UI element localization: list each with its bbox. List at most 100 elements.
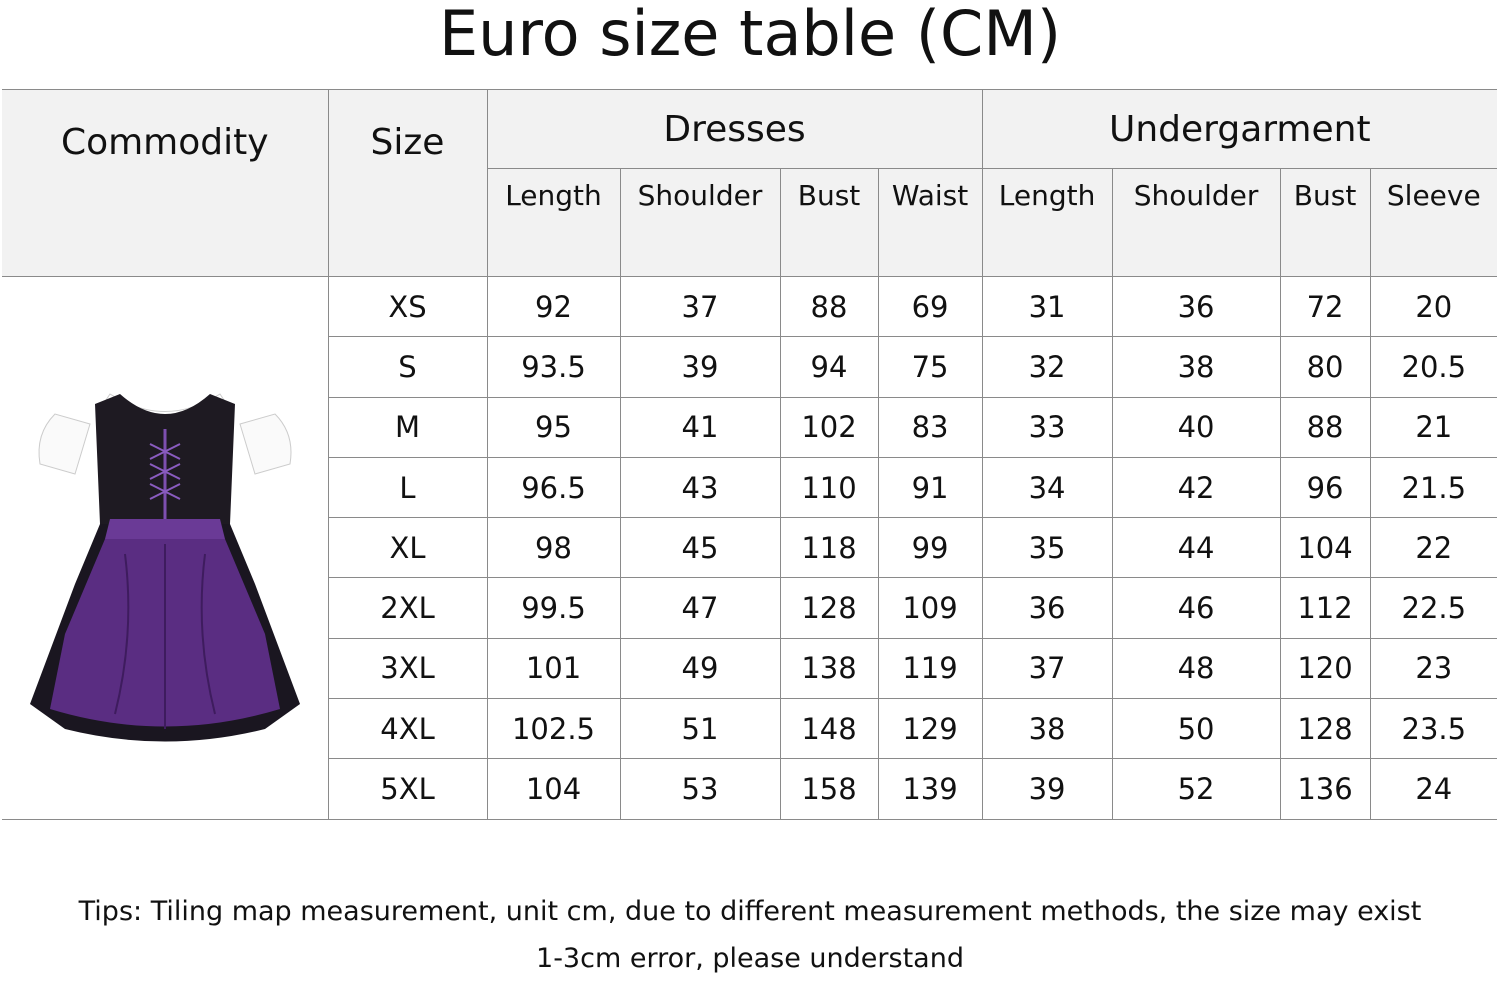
value-cell: 53 <box>619 758 781 820</box>
table-row: 2XL 99.5 47 128 109 36 46 112 22.5 <box>2 577 1498 639</box>
value-cell: 104 <box>1279 517 1371 579</box>
value-cell: 44 <box>1111 517 1281 579</box>
value-cell: 21 <box>1369 396 1498 458</box>
header-under-sleeve: Sleeve <box>1369 168 1498 277</box>
value-cell: 24 <box>1369 758 1498 820</box>
size-cell: 5XL <box>328 758 488 820</box>
header-under-shoulder: Shoulder <box>1111 168 1281 277</box>
page-title: Euro size table (CM) <box>438 0 1062 70</box>
size-cell: M <box>328 396 488 458</box>
value-cell: 51 <box>619 698 781 760</box>
value-cell: 104 <box>486 758 621 820</box>
value-cell: 102 <box>779 396 879 458</box>
value-cell: 42 <box>1111 456 1281 519</box>
value-cell: 41 <box>619 396 781 458</box>
value-cell: 93.5 <box>486 336 621 398</box>
header-dress-length: Length <box>487 168 621 277</box>
table-row: L 96.5 43 110 91 34 42 96 21.5 <box>2 456 1498 519</box>
size-cell: XS <box>327 275 488 338</box>
value-cell: 20.5 <box>1369 336 1498 398</box>
value-cell: 40 <box>1111 396 1281 458</box>
header-size: Size <box>327 89 488 277</box>
value-cell: 52 <box>1111 758 1281 820</box>
value-cell: 38 <box>981 698 1113 760</box>
value-cell: 45 <box>619 517 781 579</box>
size-cell: 3XL <box>328 637 488 700</box>
value-cell: 20 <box>1369 275 1498 338</box>
value-cell: 91 <box>877 456 983 519</box>
value-cell: 38 <box>1111 336 1281 398</box>
value-cell: 128 <box>779 577 879 639</box>
value-cell: 34 <box>981 456 1113 519</box>
value-cell: 92 <box>486 275 621 338</box>
tips-line-2: 1-3cm error, please understand <box>536 943 964 974</box>
table-row: 4XL 102.5 51 148 129 38 50 128 23.5 <box>2 698 1498 760</box>
value-cell: 21.5 <box>1369 456 1498 519</box>
value-cell: 75 <box>877 336 983 398</box>
header-under-bust: Bust <box>1279 168 1371 277</box>
header-dresses: Dresses <box>486 89 983 169</box>
value-cell: 110 <box>779 456 879 519</box>
value-cell: 36 <box>981 577 1113 639</box>
value-cell: 139 <box>877 758 983 820</box>
value-cell: 109 <box>877 577 983 639</box>
value-cell: 50 <box>1111 698 1281 760</box>
value-cell: 99.5 <box>486 577 621 639</box>
header-dress-bust: Bust <box>779 168 879 277</box>
header-undergarment: Undergarment <box>981 89 1498 169</box>
value-cell: 138 <box>779 637 879 700</box>
value-cell: 128 <box>1279 698 1371 760</box>
value-cell: 69 <box>877 275 983 338</box>
table-row: S 93.5 39 94 75 32 38 80 20.5 <box>2 336 1498 398</box>
value-cell: 102.5 <box>486 698 621 760</box>
size-cell: L <box>328 456 488 519</box>
value-cell: 31 <box>981 275 1113 338</box>
value-cell: 37 <box>981 637 1113 700</box>
value-cell: 49 <box>619 637 781 700</box>
value-cell: 94 <box>779 336 879 398</box>
value-cell: 72 <box>1279 275 1371 338</box>
value-cell: 33 <box>981 396 1113 458</box>
value-cell: 148 <box>779 698 879 760</box>
size-cell: XL <box>328 517 488 579</box>
table-row: M 95 41 102 83 33 40 88 21 <box>2 396 1498 458</box>
header-under-length: Length <box>981 168 1113 277</box>
header-dress-waist: Waist <box>877 168 983 277</box>
table-row: XL 98 45 118 99 35 44 104 22 <box>2 517 1498 579</box>
value-cell: 96.5 <box>486 456 621 519</box>
tips-note: Tips: Tiling map measurement, unit cm, d… <box>0 888 1500 982</box>
size-table: Commodity Size Dresses Undergarment Leng… <box>2 89 1498 820</box>
tips-line-1: Tips: Tiling map measurement, unit cm, d… <box>78 896 1422 927</box>
value-cell: 47 <box>619 577 781 639</box>
value-cell: 99 <box>877 517 983 579</box>
value-cell: 83 <box>877 396 983 458</box>
value-cell: 98 <box>486 517 621 579</box>
size-cell: 4XL <box>328 698 488 760</box>
value-cell: 119 <box>877 637 983 700</box>
value-cell: 22.5 <box>1369 577 1498 639</box>
table-row: 5XL 104 53 158 139 39 52 136 24 <box>2 758 1498 820</box>
value-cell: 88 <box>1279 396 1371 458</box>
value-cell: 88 <box>779 275 879 338</box>
value-cell: 118 <box>779 517 879 579</box>
value-cell: 46 <box>1111 577 1281 639</box>
value-cell: 23 <box>1369 637 1498 700</box>
product-image <box>2 276 329 820</box>
value-cell: 32 <box>981 336 1113 398</box>
value-cell: 48 <box>1111 637 1281 700</box>
value-cell: 129 <box>877 698 983 760</box>
value-cell: 37 <box>619 275 781 338</box>
value-cell: 101 <box>486 637 621 700</box>
value-cell: 120 <box>1279 637 1371 700</box>
value-cell: 23.5 <box>1369 698 1498 760</box>
value-cell: 43 <box>619 456 781 519</box>
value-cell: 136 <box>1279 758 1371 820</box>
table-row: XS 92 37 88 69 31 36 72 20 <box>2 275 1498 820</box>
value-cell: 35 <box>981 517 1113 579</box>
value-cell: 112 <box>1279 577 1371 639</box>
value-cell: 96 <box>1279 456 1371 519</box>
value-cell: 158 <box>779 758 879 820</box>
header-commodity: Commodity <box>2 89 329 277</box>
value-cell: 22 <box>1369 517 1498 579</box>
value-cell: 80 <box>1279 336 1371 398</box>
